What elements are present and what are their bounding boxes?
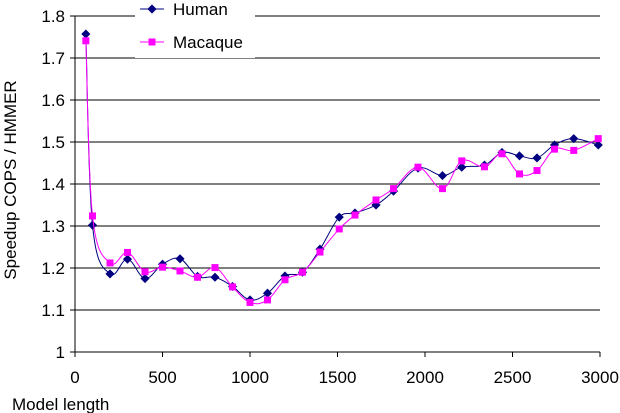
data-point-square: [481, 163, 488, 171]
data-point-square: [176, 267, 184, 275]
data-point-square: [141, 268, 149, 276]
data-point-diamond: [334, 212, 344, 222]
data-point-square: [414, 163, 422, 171]
data-point-square: [211, 264, 219, 272]
y-tick-label: 1.1: [41, 301, 65, 320]
y-tick-label: 1.4: [41, 175, 65, 194]
data-point-square: [372, 196, 380, 204]
data-point-square: [194, 273, 201, 281]
data-point-square: [246, 298, 254, 306]
data-point-square: [229, 283, 236, 291]
x-tick-label: 2000: [406, 368, 444, 387]
legend-label: Human: [173, 0, 228, 19]
data-point-square: [281, 276, 289, 284]
data-point-square: [82, 37, 90, 45]
legend-label: Macaque: [173, 33, 243, 52]
legend: Human Macaque: [135, 0, 255, 58]
axes: 1 1.1 1.2 1.3 1.4 1.5 1.6 1.7 1.8 0 500 1000 1500 200…: [41, 7, 619, 387]
y-tick-label: 1.6: [41, 91, 65, 110]
data-point-square: [335, 225, 343, 233]
x-tick-label: 3000: [581, 368, 619, 387]
data-point-diamond: [514, 151, 525, 161]
x-tick-label: 500: [148, 368, 176, 387]
x-axis-title: Model length: [12, 395, 109, 413]
data-point-diamond: [437, 171, 448, 181]
data-point-square: [390, 185, 397, 193]
y-axis-title: Speedup COPS / HMMER: [1, 80, 20, 279]
y-tick-label: 1.5: [41, 133, 65, 152]
data-point-square: [264, 296, 271, 304]
data-point-square: [533, 167, 541, 175]
data-point-square: [551, 145, 558, 153]
legend-marker-square: [148, 38, 156, 46]
data-point-diamond: [569, 134, 579, 144]
series-macaque: [82, 37, 602, 306]
y-tick-label: 1.7: [41, 49, 65, 68]
data-point-square: [299, 268, 306, 276]
data-point-square: [351, 211, 359, 219]
y-tick-label: 1.8: [41, 7, 65, 26]
y-tick-label: 1: [56, 343, 65, 362]
legend-marker-diamond: [147, 4, 157, 14]
data-point-diamond: [457, 162, 467, 172]
data-point-square: [439, 185, 446, 193]
data-point-diamond: [105, 269, 115, 279]
y-tick-label: 1.2: [41, 259, 65, 278]
data-point-diamond: [532, 153, 542, 163]
data-point-square: [124, 248, 131, 256]
data-point-square: [89, 212, 96, 220]
x-tick-label: 2500: [494, 368, 532, 387]
x-tick-label: 1500: [319, 368, 357, 387]
data-point-square: [106, 259, 114, 267]
y-tick-label: 1.3: [41, 217, 65, 236]
data-point-diamond: [140, 273, 150, 284]
data-point-square: [570, 146, 578, 154]
plot-series: [81, 29, 603, 306]
data-point-diamond: [593, 140, 603, 150]
data-point-square: [516, 170, 523, 178]
data-point-square: [316, 248, 324, 256]
x-tick-label: 0: [70, 368, 79, 387]
data-point-square: [159, 263, 166, 271]
x-tick-label: 1000: [231, 368, 269, 387]
data-point-square: [458, 157, 466, 165]
data-point-diamond: [122, 254, 133, 264]
data-point-square: [594, 135, 602, 143]
data-point-square: [498, 150, 506, 158]
data-point-diamond: [175, 254, 185, 264]
data-point-diamond: [87, 220, 98, 230]
data-point-diamond: [210, 272, 220, 282]
